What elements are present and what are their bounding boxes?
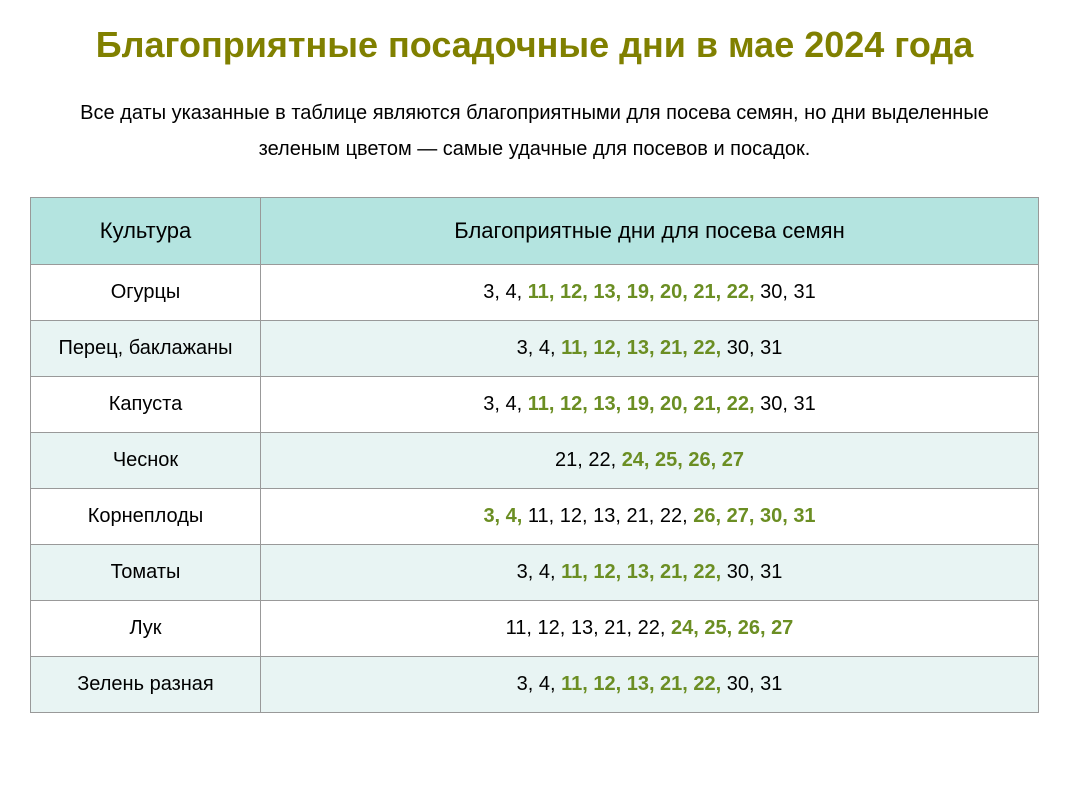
days-normal: 3, 4,: [483, 393, 527, 415]
days-cell: 3, 4, 11, 12, 13, 21, 22, 30, 31: [261, 545, 1039, 601]
days-highlight: 24, 25, 26, 27: [671, 617, 793, 639]
days-normal: 3, 4,: [517, 673, 561, 695]
days-highlight: 24, 25, 26, 27: [622, 449, 744, 471]
days-normal: 21, 22,: [555, 449, 622, 471]
days-highlight: 11, 12, 13, 21, 22,: [561, 561, 721, 583]
days-highlight: 11, 12, 13, 21, 22,: [561, 673, 721, 695]
days-cell: 3, 4, 11, 12, 13, 21, 22, 30, 31: [261, 321, 1039, 377]
table-row: Корнеплоды3, 4, 11, 12, 13, 21, 22, 26, …: [31, 489, 1039, 545]
column-header-culture: Культура: [31, 198, 261, 265]
planting-table: Культура Благоприятные дни для посева се…: [30, 197, 1039, 713]
days-cell: 11, 12, 13, 21, 22, 24, 25, 26, 27: [261, 601, 1039, 657]
culture-cell: Томаты: [31, 545, 261, 601]
days-highlight: 11, 12, 13, 21, 22,: [561, 337, 721, 359]
days-normal: 30, 31: [755, 281, 816, 303]
days-highlight: 11, 12, 13, 19, 20, 21, 22,: [528, 393, 755, 415]
table-row: Перец, баклажаны3, 4, 11, 12, 13, 21, 22…: [31, 321, 1039, 377]
culture-cell: Зелень разная: [31, 657, 261, 713]
table-row: Зелень разная3, 4, 11, 12, 13, 21, 22, 3…: [31, 657, 1039, 713]
days-cell: 3, 4, 11, 12, 13, 21, 22, 30, 31: [261, 657, 1039, 713]
days-normal: 30, 31: [721, 337, 782, 359]
days-highlight: 3, 4,: [483, 505, 522, 527]
days-normal: 3, 4,: [517, 337, 561, 359]
culture-cell: Лук: [31, 601, 261, 657]
days-normal: 11, 12, 13, 21, 22,: [506, 617, 671, 639]
table-header-row: Культура Благоприятные дни для посева се…: [31, 198, 1039, 265]
days-highlight: 26, 27, 30, 31: [693, 505, 815, 527]
table-row: Чеснок21, 22, 24, 25, 26, 27: [31, 433, 1039, 489]
days-highlight: 11, 12, 13, 19, 20, 21, 22,: [528, 281, 755, 303]
table-body: Огурцы3, 4, 11, 12, 13, 19, 20, 21, 22, …: [31, 265, 1039, 713]
culture-cell: Огурцы: [31, 265, 261, 321]
table-row: Капуста3, 4, 11, 12, 13, 19, 20, 21, 22,…: [31, 377, 1039, 433]
table-row: Лук11, 12, 13, 21, 22, 24, 25, 26, 27: [31, 601, 1039, 657]
days-normal: 3, 4,: [517, 561, 561, 583]
column-header-days: Благоприятные дни для посева семян: [261, 198, 1039, 265]
culture-cell: Чеснок: [31, 433, 261, 489]
days-cell: 21, 22, 24, 25, 26, 27: [261, 433, 1039, 489]
days-normal: 30, 31: [721, 673, 782, 695]
days-cell: 3, 4, 11, 12, 13, 19, 20, 21, 22, 30, 31: [261, 265, 1039, 321]
days-cell: 3, 4, 11, 12, 13, 19, 20, 21, 22, 30, 31: [261, 377, 1039, 433]
days-cell: 3, 4, 11, 12, 13, 21, 22, 26, 27, 30, 31: [261, 489, 1039, 545]
page-subtitle: Все даты указанные в таблице являются бл…: [30, 95, 1039, 167]
table-row: Огурцы3, 4, 11, 12, 13, 19, 20, 21, 22, …: [31, 265, 1039, 321]
culture-cell: Перец, баклажаны: [31, 321, 261, 377]
days-normal: 3, 4,: [483, 281, 527, 303]
page-title: Благоприятные посадочные дни в мае 2024 …: [30, 20, 1039, 70]
days-normal: 30, 31: [755, 393, 816, 415]
days-normal: 30, 31: [721, 561, 782, 583]
culture-cell: Капуста: [31, 377, 261, 433]
culture-cell: Корнеплоды: [31, 489, 261, 545]
table-row: Томаты3, 4, 11, 12, 13, 21, 22, 30, 31: [31, 545, 1039, 601]
days-normal: 11, 12, 13, 21, 22,: [522, 505, 693, 527]
